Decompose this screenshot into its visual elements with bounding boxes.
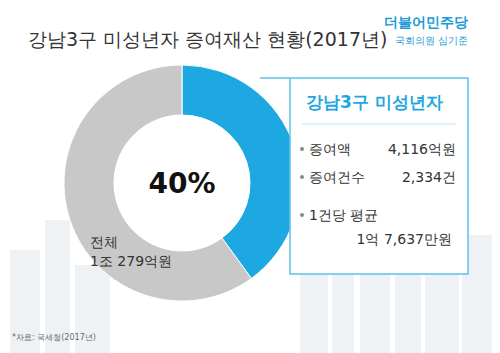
- panel-title: 강남3구 미성년자: [306, 92, 443, 112]
- title: 강남3구 미성년자 증여재산 현황(2017년): [28, 28, 387, 50]
- item-label: 증여액: [309, 141, 351, 157]
- item-value: 2,334건: [402, 169, 456, 185]
- item-label: 증여건수: [309, 169, 365, 185]
- chart: 강남3구 미성년자 증여재산 현황(2017년)더불어민주당국회의원 심기준 40…: [0, 0, 500, 353]
- bullet: [300, 175, 304, 179]
- data-label: 40%: [148, 167, 215, 200]
- bullet: [300, 213, 304, 217]
- panel-divider: [302, 124, 456, 125]
- donut-slice: [64, 65, 251, 301]
- total-label: 전체: [90, 234, 118, 250]
- background: [0, 0, 500, 353]
- info-panel: [290, 78, 468, 274]
- item-value: 4,116억원: [388, 141, 456, 157]
- item-value: 1억 7,637만원: [357, 231, 452, 247]
- connector: [260, 77, 290, 79]
- source: *자료: 국세청(2017년): [12, 333, 96, 342]
- donut-hole: [114, 115, 250, 251]
- party-logo: 더불어민주당: [384, 14, 468, 30]
- item-label: 1건당 평균: [309, 207, 378, 223]
- total-value: 1조 279억원: [90, 253, 172, 269]
- donut: [64, 65, 300, 301]
- chart-root: 강남3구 미성년자 증여재산 현황(2017년)더불어민주당국회의원 심기준 40…: [0, 0, 500, 353]
- bullet: [300, 147, 304, 151]
- member-name: 국회의원 심기준: [395, 35, 468, 46]
